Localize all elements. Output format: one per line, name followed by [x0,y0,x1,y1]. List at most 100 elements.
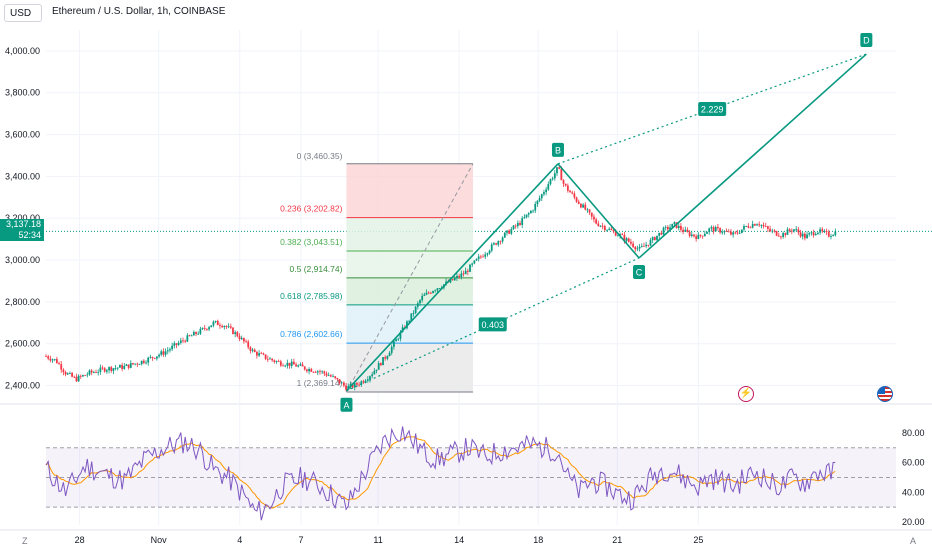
candle-body [449,279,452,283]
candle-body [610,228,613,230]
auto-scale-button[interactable]: A [910,536,917,546]
candle-body [749,227,752,229]
candle-body [356,383,358,385]
candle-body [747,225,750,228]
time-axis: 28 Nov 4 7 11 14 18 21 25 [75,535,704,545]
candle-body [538,198,541,201]
candle-body [188,335,191,337]
candle-body [625,238,628,241]
candle-body [758,224,761,226]
timezone-icon[interactable]: Z [22,536,28,546]
candle-body [806,234,808,239]
candle-body [593,216,595,220]
candle-body [527,213,530,215]
candle-body [799,232,802,237]
candle-body [92,372,95,373]
currency-selector[interactable]: USD [4,4,42,22]
candle-body [810,232,813,234]
candle-body [660,232,663,235]
candle-body [534,204,537,211]
candle-body [575,197,578,202]
candle-body [666,226,669,230]
candle-body [399,331,402,339]
candle-body [630,241,632,244]
candle-body [360,381,363,385]
candle-body [329,375,332,377]
candle-body [66,373,69,375]
candle-body [366,379,369,381]
candle-body [136,363,139,365]
candle-body [814,233,817,236]
candle-body [393,341,395,347]
candle-body [260,353,263,355]
rsi-line [45,426,836,521]
candle-body [386,356,389,359]
candle-body [184,340,187,342]
candle-body [232,327,234,335]
candle-body [621,234,624,236]
price-tick-label: 3,800.00 [5,88,40,98]
candle-body [456,275,458,279]
candle-body [173,343,176,346]
candle-body [760,224,763,226]
rsi-axis: 80.00 60.00 40.00 20.00 [902,428,925,527]
fib-zone [346,277,473,305]
candle-body [643,245,645,247]
fib-level-label: 0.5 (2,914.74) [290,264,343,274]
candle-body [551,178,554,180]
candle-body [223,326,226,328]
candle-body [155,356,158,359]
candle-body [284,365,287,367]
candle-body [677,225,680,229]
fib-level-label: 0.236 (3,202.82) [280,204,343,214]
candle-body [503,232,506,238]
candle-body [738,232,741,234]
candle-body [695,236,698,239]
candle-body [673,222,676,224]
candle-body [277,361,280,362]
price-tick-label: 3,000.00 [5,255,40,265]
candle-body [258,353,260,356]
candle-body [471,263,474,265]
candle-body [606,229,608,231]
candle-body [793,229,795,232]
candle-body [127,364,130,368]
us-flag-icon[interactable] [877,386,893,402]
candle-body [556,167,558,174]
candle-body [769,228,771,232]
candle-body [88,370,91,375]
pattern-point-badge [551,142,564,157]
candle-body [340,382,343,384]
candle-body [771,230,774,232]
bolt-icon[interactable]: ⚡ [738,386,754,402]
candle-body [475,258,478,261]
candle-body [114,367,117,369]
candle-body [586,209,589,211]
candle-body [108,367,110,371]
candle-body [549,179,552,185]
time-tick-label: 18 [533,535,543,545]
candle-body [529,210,532,214]
fib-zone [346,343,473,392]
candle-body [314,371,317,373]
candle-body [486,253,489,255]
candle-body [508,230,511,234]
candle-body [608,228,611,230]
candle-body [264,354,267,359]
candle-body [99,367,102,372]
candle-body [819,229,821,233]
candle-body [216,320,219,326]
candle-body [427,292,430,294]
candle-body [462,273,465,275]
candle-body [140,360,143,365]
candle-body [501,237,504,242]
candle-body [119,365,121,368]
candle-body [564,183,567,186]
candle-body [95,372,97,373]
candle-body [310,369,313,372]
candle-body [395,339,397,342]
candle-body [716,227,719,229]
candle-body [458,275,461,277]
candle-body [812,232,815,236]
candle-body [649,240,652,246]
